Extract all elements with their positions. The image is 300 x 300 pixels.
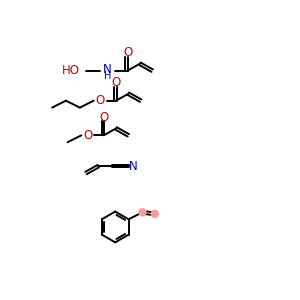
Text: N: N — [129, 160, 138, 172]
Text: O: O — [99, 111, 108, 124]
Text: O: O — [83, 129, 92, 142]
Text: HO: HO — [61, 64, 80, 77]
Text: H: H — [104, 71, 111, 81]
Text: O: O — [123, 46, 132, 59]
Text: N: N — [103, 63, 112, 76]
Text: O: O — [111, 76, 121, 89]
Text: O: O — [95, 94, 104, 107]
Circle shape — [151, 210, 159, 218]
Circle shape — [138, 208, 147, 217]
